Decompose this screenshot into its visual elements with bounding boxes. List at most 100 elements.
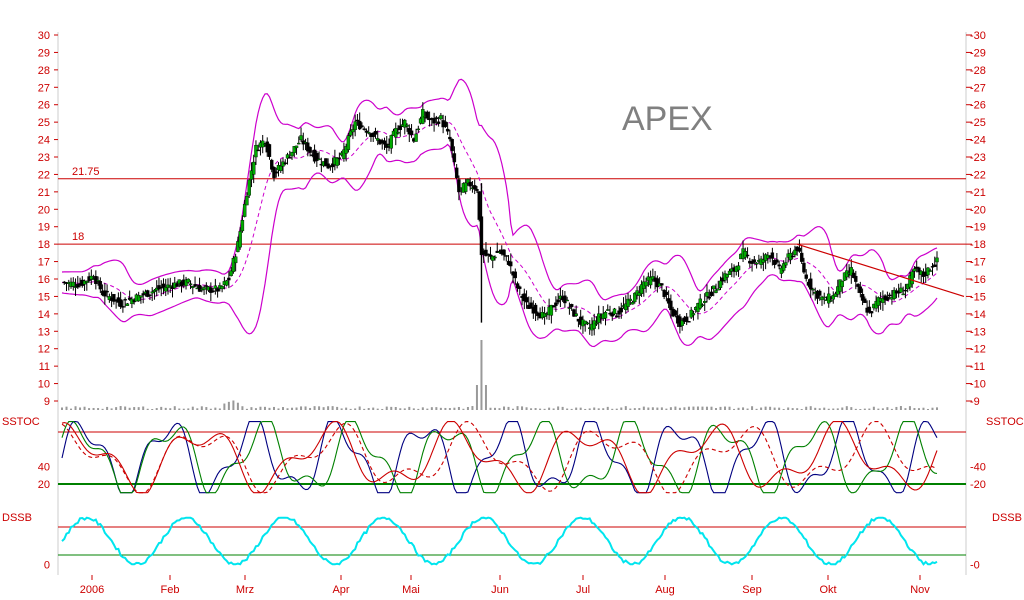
volume-bar xyxy=(61,407,63,410)
volume-bar xyxy=(363,408,366,410)
candle-body xyxy=(892,289,896,299)
volume-bar xyxy=(733,408,736,410)
volume-bar xyxy=(705,406,708,410)
volume-bar xyxy=(376,408,379,410)
candle-body xyxy=(556,299,560,303)
volume-bar xyxy=(512,408,515,410)
volume-bar xyxy=(83,406,86,410)
candle-body xyxy=(851,272,856,278)
volume-bar xyxy=(724,406,727,410)
volume-bar xyxy=(101,408,104,410)
candle-body xyxy=(867,306,872,313)
candle-body xyxy=(279,165,283,171)
candle-body xyxy=(373,131,378,135)
volume-bar xyxy=(435,407,438,410)
price-tick-right: -24 xyxy=(970,135,986,147)
volume-bar xyxy=(178,408,181,410)
volume-bar xyxy=(133,407,136,410)
volume-bar xyxy=(714,408,717,410)
volume-bar xyxy=(196,408,199,410)
x-tick-label: Nov xyxy=(910,584,930,596)
candle-body xyxy=(466,179,470,184)
candle-body xyxy=(89,275,94,280)
volume-bar xyxy=(430,407,433,410)
volume-bar xyxy=(254,408,257,410)
candle-body xyxy=(818,290,822,296)
volume-bar xyxy=(399,408,402,410)
volume-bar xyxy=(358,406,361,410)
candle-body xyxy=(193,284,197,287)
candle-body xyxy=(98,281,103,290)
candle-body xyxy=(367,132,371,134)
dssb-panel-title-right: DSSB xyxy=(992,512,1022,524)
volume-bar xyxy=(70,408,73,410)
candle-body xyxy=(712,285,716,290)
volume-bar xyxy=(259,406,262,410)
candle-body xyxy=(669,300,673,311)
x-tick-label: Aug xyxy=(655,584,675,596)
volume-bar xyxy=(809,406,812,410)
candle-body xyxy=(324,158,328,167)
volume-bar xyxy=(669,407,672,410)
volume-bar xyxy=(507,406,510,410)
price-tick-right: -15 xyxy=(970,291,986,303)
candle-body xyxy=(308,146,312,153)
price-tick-right: -20 xyxy=(970,204,986,216)
volume-bar xyxy=(191,406,194,410)
candle-body xyxy=(136,295,141,302)
candle-body xyxy=(362,128,366,130)
volume-bar xyxy=(552,408,555,410)
sstoc-panel-title-right: SSTOC xyxy=(986,416,1024,428)
candle-body xyxy=(96,280,100,282)
candle-body xyxy=(928,270,932,272)
candle-body xyxy=(554,302,558,307)
candle-body xyxy=(797,247,802,252)
volume-bar xyxy=(674,406,677,410)
candle-body xyxy=(267,144,272,157)
chart-marks: 9 -9 10 -10 11 -11 12 -12 13 -13 14 -14 15 -15 16 -16 17… xyxy=(38,30,986,596)
candle-body xyxy=(145,290,150,297)
volume-bar xyxy=(525,407,528,410)
volume-bar xyxy=(503,406,506,410)
candle-body xyxy=(488,254,493,257)
volume-bar xyxy=(245,408,248,410)
candle-body xyxy=(209,287,213,293)
candle-body xyxy=(743,251,748,258)
volume-bar xyxy=(205,407,208,410)
volume-bar xyxy=(439,407,442,410)
candle-body xyxy=(714,290,718,293)
price-tick-right: -29 xyxy=(970,47,986,59)
candle-body xyxy=(610,312,614,317)
candle-body xyxy=(885,296,890,301)
price-tick-right: -19 xyxy=(970,222,986,234)
candle-body xyxy=(317,158,321,160)
volume-bar xyxy=(412,408,415,410)
volume-bar xyxy=(263,406,266,410)
candle-body xyxy=(628,298,632,301)
candle-body xyxy=(177,279,181,285)
volume-bar xyxy=(200,406,203,410)
volume-bar xyxy=(534,408,537,410)
candle-body xyxy=(606,309,610,311)
volume-bar xyxy=(561,406,564,410)
volume-bar xyxy=(584,408,587,410)
volume-bar xyxy=(516,406,519,410)
candle-body xyxy=(76,284,80,288)
price-tick-left: 26 xyxy=(38,100,50,112)
candle-body xyxy=(684,316,689,322)
volume-bar xyxy=(173,406,176,410)
candle-body xyxy=(603,312,608,319)
volume-bar xyxy=(850,407,853,410)
candle-body xyxy=(849,267,854,276)
candle-body xyxy=(637,292,642,296)
volume-bar xyxy=(936,407,938,410)
candle-body xyxy=(655,278,660,288)
volume-bar xyxy=(241,406,244,410)
dssb-panel-title-left: DSSB xyxy=(2,512,32,524)
candle-body xyxy=(270,159,274,170)
volume-bar xyxy=(227,401,230,410)
price-tick-left: 22 xyxy=(38,169,50,181)
volume-bar xyxy=(710,406,713,410)
volume-bar xyxy=(890,408,893,410)
candle-body xyxy=(220,286,224,290)
